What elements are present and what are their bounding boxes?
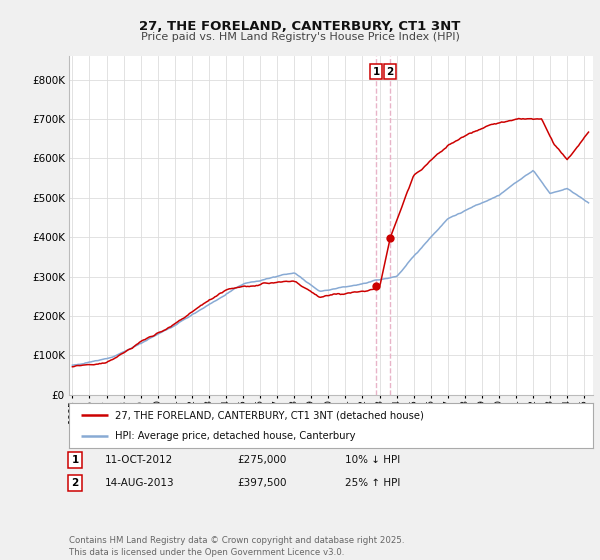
Text: Contains HM Land Registry data © Crown copyright and database right 2025.
This d: Contains HM Land Registry data © Crown c…	[69, 536, 404, 557]
Text: 11-OCT-2012: 11-OCT-2012	[105, 455, 173, 465]
Text: 1: 1	[373, 67, 380, 77]
Text: HPI: Average price, detached house, Canterbury: HPI: Average price, detached house, Cant…	[115, 431, 356, 441]
Text: £397,500: £397,500	[237, 478, 287, 488]
Text: 14-AUG-2013: 14-AUG-2013	[105, 478, 175, 488]
Text: 25% ↑ HPI: 25% ↑ HPI	[345, 478, 400, 488]
Text: £275,000: £275,000	[237, 455, 286, 465]
Text: 2: 2	[386, 67, 394, 77]
Text: 1: 1	[71, 455, 79, 465]
Text: 27, THE FORELAND, CANTERBURY, CT1 3NT: 27, THE FORELAND, CANTERBURY, CT1 3NT	[139, 20, 461, 32]
Text: 2: 2	[71, 478, 79, 488]
Text: Price paid vs. HM Land Registry's House Price Index (HPI): Price paid vs. HM Land Registry's House …	[140, 32, 460, 43]
Text: 27, THE FORELAND, CANTERBURY, CT1 3NT (detached house): 27, THE FORELAND, CANTERBURY, CT1 3NT (d…	[115, 410, 424, 421]
Text: 10% ↓ HPI: 10% ↓ HPI	[345, 455, 400, 465]
